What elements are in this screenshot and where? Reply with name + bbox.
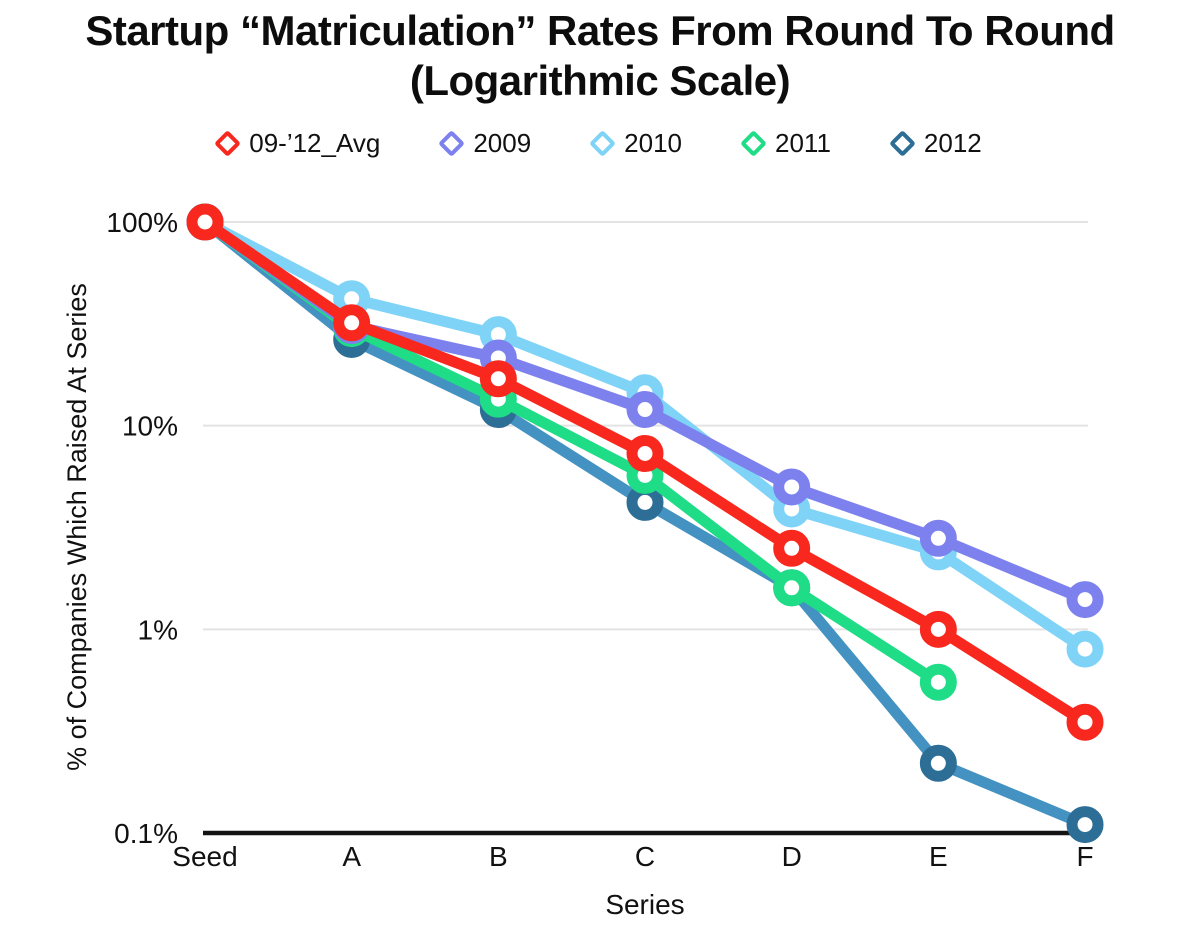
x-tick-label: A bbox=[342, 841, 361, 872]
data-point-2011-E bbox=[919, 663, 957, 701]
data-point-09-’12_Avg-A bbox=[333, 304, 371, 342]
legend: 09-’12_Avg 2009 2010 2011 2012 bbox=[0, 128, 1200, 159]
data-point-09-’12_Avg-B bbox=[479, 360, 517, 398]
legend-label: 2009 bbox=[473, 128, 532, 158]
legend-label: 09-’12_Avg bbox=[249, 128, 381, 158]
y-tick-label: 100% bbox=[106, 207, 178, 238]
y-axis-title: % of Companies Which Raised At Series bbox=[62, 283, 92, 771]
chart-title-line1: Startup “Matriculation” Rates From Round… bbox=[85, 7, 1115, 54]
data-point-2009-E bbox=[919, 519, 957, 557]
x-tick-label: F bbox=[1076, 841, 1093, 872]
legend-item-2010: 2010 bbox=[589, 128, 682, 159]
legend-item-2009: 2009 bbox=[438, 128, 532, 159]
x-tick-label: B bbox=[489, 841, 508, 872]
data-point-2012-E bbox=[919, 744, 957, 782]
legend-label: 2011 bbox=[775, 128, 831, 158]
data-point-09-’12_Avg-C bbox=[626, 435, 664, 473]
data-point-2009-F bbox=[1066, 581, 1104, 619]
legend-label: 2012 bbox=[923, 128, 982, 158]
y-tick-label: 0.1% bbox=[114, 818, 178, 849]
data-point-09-’12_Avg-D bbox=[773, 529, 811, 567]
x-axis-title: Series bbox=[605, 889, 684, 920]
data-point-2009-D bbox=[773, 468, 811, 506]
x-tick-label: E bbox=[929, 841, 948, 872]
data-point-2010-F bbox=[1066, 630, 1104, 668]
chart-title: Startup “Matriculation” Rates From Round… bbox=[0, 6, 1200, 105]
x-tick-label: D bbox=[782, 841, 802, 872]
legend-item-avg: 09-’12_Avg bbox=[214, 128, 381, 159]
data-point-09-’12_Avg-F bbox=[1066, 703, 1104, 741]
legend-item-2012: 2012 bbox=[888, 128, 982, 159]
x-tick-label: Seed bbox=[172, 841, 237, 872]
data-point-09-’12_Avg-E bbox=[919, 610, 957, 648]
legend-item-2011: 2011 bbox=[740, 128, 831, 159]
y-tick-label: 1% bbox=[138, 614, 178, 645]
chart-title-line2: (Logarithmic Scale) bbox=[409, 56, 791, 104]
data-point-2012-F bbox=[1066, 806, 1104, 844]
data-point-2009-C bbox=[626, 391, 664, 429]
data-point-2011-D bbox=[773, 569, 811, 607]
x-tick-label: C bbox=[635, 841, 655, 872]
y-tick-label: 10% bbox=[122, 411, 178, 442]
data-point-09-’12_Avg-Seed bbox=[186, 203, 224, 241]
legend-label: 2010 bbox=[624, 128, 682, 158]
